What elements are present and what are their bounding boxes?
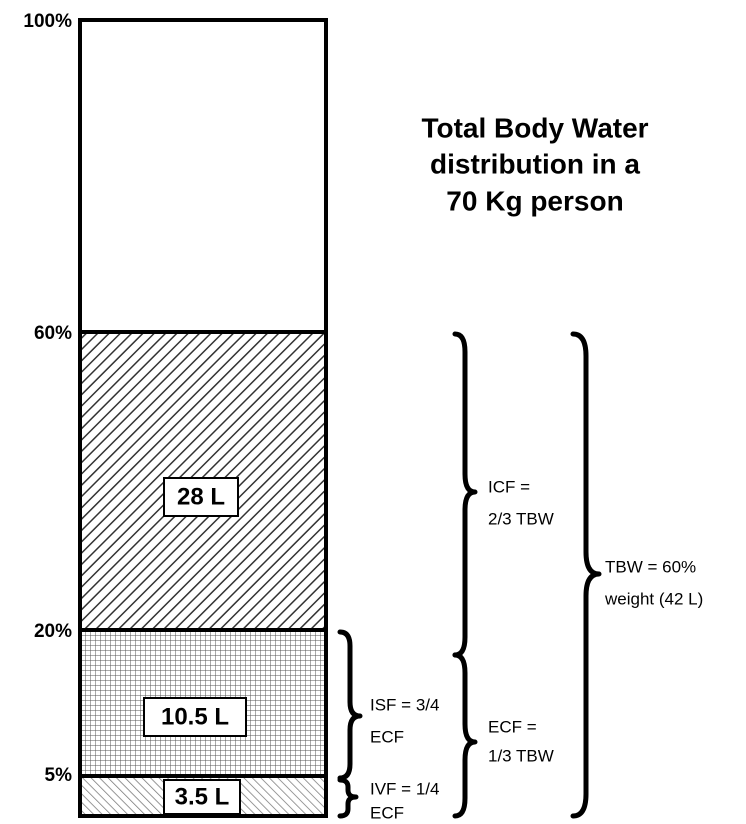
tick-label: 5%: [45, 765, 73, 786]
label-box: [143, 697, 247, 737]
tick-label: 100%: [23, 11, 72, 32]
brace-label: ECF =: [488, 717, 537, 736]
segment-label: 10.5 L: [161, 703, 229, 730]
brace: [452, 331, 478, 658]
label-box: [163, 779, 241, 815]
segment-label: 3.5 L: [175, 783, 230, 810]
brace-label: 2/3 TBW: [488, 509, 554, 528]
brace-label: ECF: [370, 803, 404, 822]
brace-label: 1/3 TBW: [488, 746, 554, 765]
brace: [452, 652, 478, 819]
segment-label: 28 L: [177, 483, 225, 510]
brace: [570, 331, 602, 819]
tick-label: 20%: [34, 621, 72, 642]
brace: [337, 777, 359, 819]
title: Total Body Water: [421, 112, 648, 143]
brace-label: IVF = 1/4: [370, 779, 439, 798]
brace-label: ISF = 3/4: [370, 695, 439, 714]
label-box: [163, 477, 239, 517]
brace-label: ICF =: [488, 477, 530, 496]
brace-label: ECF: [370, 727, 404, 746]
title: 70 Kg person: [446, 185, 623, 216]
brace: [337, 629, 363, 781]
brace-label: TBW = 60%: [605, 557, 696, 576]
tick-label: 60%: [34, 323, 72, 344]
title: distribution in a: [430, 148, 640, 179]
segment-other: [78, 18, 328, 334]
brace-label: weight (42 L): [604, 589, 703, 608]
